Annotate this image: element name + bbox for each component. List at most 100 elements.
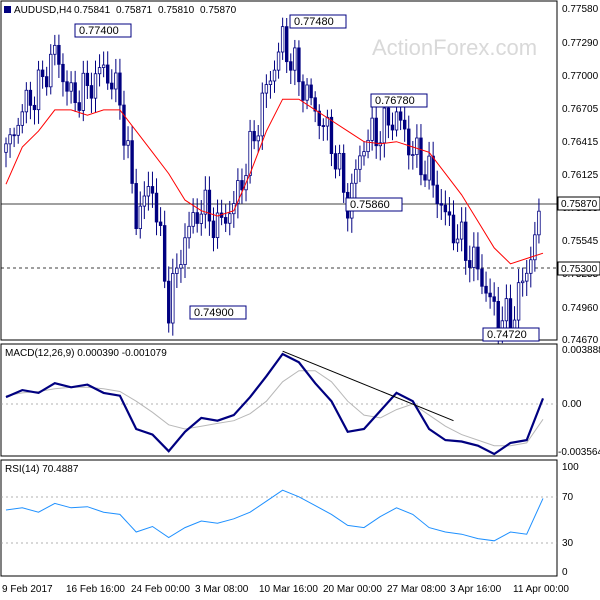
- candle: [4, 137, 8, 168]
- candle: [8, 128, 12, 158]
- candle: [533, 221, 537, 272]
- candle: [179, 249, 183, 283]
- candle: [97, 54, 102, 87]
- level-tag: [557, 261, 600, 276]
- candle: [341, 144, 346, 203]
- candle: [106, 51, 110, 90]
- macd-tick: 0.003888: [562, 345, 600, 356]
- candle: [435, 170, 439, 219]
- candle: [36, 60, 41, 124]
- candle: [504, 284, 509, 333]
- level-value: 0.75300: [561, 264, 598, 275]
- candle: [126, 126, 130, 159]
- symbol-icon: [4, 6, 11, 13]
- candle: [313, 91, 317, 123]
- rsi-tick: 0: [562, 567, 568, 578]
- candle: [317, 104, 321, 140]
- candle: [61, 53, 65, 97]
- candle: [53, 34, 57, 66]
- candle: [236, 168, 240, 219]
- candle: [427, 141, 431, 190]
- candle: [415, 124, 419, 168]
- rsi-line: [5, 489, 544, 542]
- candle: [138, 191, 142, 239]
- candle: [187, 211, 191, 249]
- candle: [142, 181, 147, 220]
- price-tick: 0.74670: [562, 335, 599, 346]
- candle: [85, 60, 90, 99]
- candle: [468, 245, 472, 283]
- candle: [374, 106, 378, 159]
- candle: [354, 159, 358, 198]
- rsi-label: RSI(14) 70.4887: [5, 464, 79, 475]
- candle: [65, 70, 69, 106]
- candle: [431, 141, 435, 198]
- candle: [537, 198, 541, 244]
- annotation-0.77480: 0.77480: [289, 14, 347, 29]
- candle: [366, 129, 370, 159]
- candle: [228, 200, 232, 236]
- time-tick: 10 Mar 16:00: [259, 584, 318, 595]
- candle: [472, 232, 476, 282]
- macd-axis: 0.003888 0.00 -0.003564: [558, 345, 600, 458]
- annotation-label: 0.76780: [375, 95, 415, 107]
- time-axis: 9 Feb 2017 16 Feb 16:00 24 Feb 00:00 3 M…: [1, 575, 569, 595]
- candle: [297, 40, 301, 96]
- annotation-0.77400: 0.77400: [74, 23, 132, 38]
- annotation-label: 0.74720: [487, 329, 527, 341]
- candle: [171, 258, 175, 336]
- time-tick: 20 Mar 00:00: [323, 584, 382, 595]
- candlesticks: [4, 17, 541, 345]
- candle: [476, 232, 480, 281]
- macd-tick: 0.00: [562, 399, 582, 410]
- candle: [110, 69, 114, 100]
- candle: [154, 178, 159, 236]
- candle: [252, 120, 256, 150]
- candle: [423, 160, 427, 188]
- candle: [459, 207, 464, 252]
- price-header: AUDUSD,H4 0.75841 0.75871 0.75810 0.7587…: [4, 5, 237, 16]
- rsi-tick: 70: [562, 492, 574, 503]
- candle: [488, 278, 492, 309]
- candle: [199, 200, 203, 236]
- candle: [337, 144, 342, 177]
- candle: [455, 224, 460, 252]
- candle: [411, 141, 415, 170]
- candle: [370, 106, 374, 151]
- candle: [264, 74, 269, 108]
- annotation-0.74720: 0.74720: [482, 327, 540, 342]
- rsi-tick: 30: [562, 538, 574, 549]
- candle: [358, 145, 362, 183]
- candle: [362, 141, 366, 166]
- candle: [130, 126, 134, 194]
- candle: [268, 71, 273, 99]
- candle: [57, 34, 61, 78]
- candle: [260, 82, 264, 150]
- candle: [89, 72, 94, 113]
- candle: [329, 109, 334, 167]
- candle: [20, 104, 24, 134]
- candle: [419, 124, 423, 186]
- candle: [293, 39, 297, 86]
- candle: [195, 198, 199, 233]
- candle: [24, 82, 29, 124]
- rsi-tick: 100: [562, 462, 579, 473]
- price-panel-border: [0, 0, 558, 341]
- candle: [122, 90, 126, 160]
- price-tick: 0.77580: [562, 4, 599, 15]
- macd-trendline: [282, 350, 454, 422]
- candle: [183, 223, 187, 279]
- price-tick: 0.77000: [562, 71, 599, 82]
- candle: [12, 127, 16, 148]
- candle: [223, 204, 228, 233]
- candle: [73, 70, 77, 112]
- price-panel: ActionForex.com AUDUSD,H4 0.75841 0.7587…: [0, 0, 600, 346]
- candle: [191, 198, 195, 234]
- annotation-label: 0.74900: [194, 307, 234, 319]
- candle: [451, 200, 456, 251]
- candle: [276, 42, 281, 79]
- price-tick: 0.75545: [562, 236, 599, 247]
- current-price-tag: [557, 196, 600, 211]
- candle: [215, 199, 220, 249]
